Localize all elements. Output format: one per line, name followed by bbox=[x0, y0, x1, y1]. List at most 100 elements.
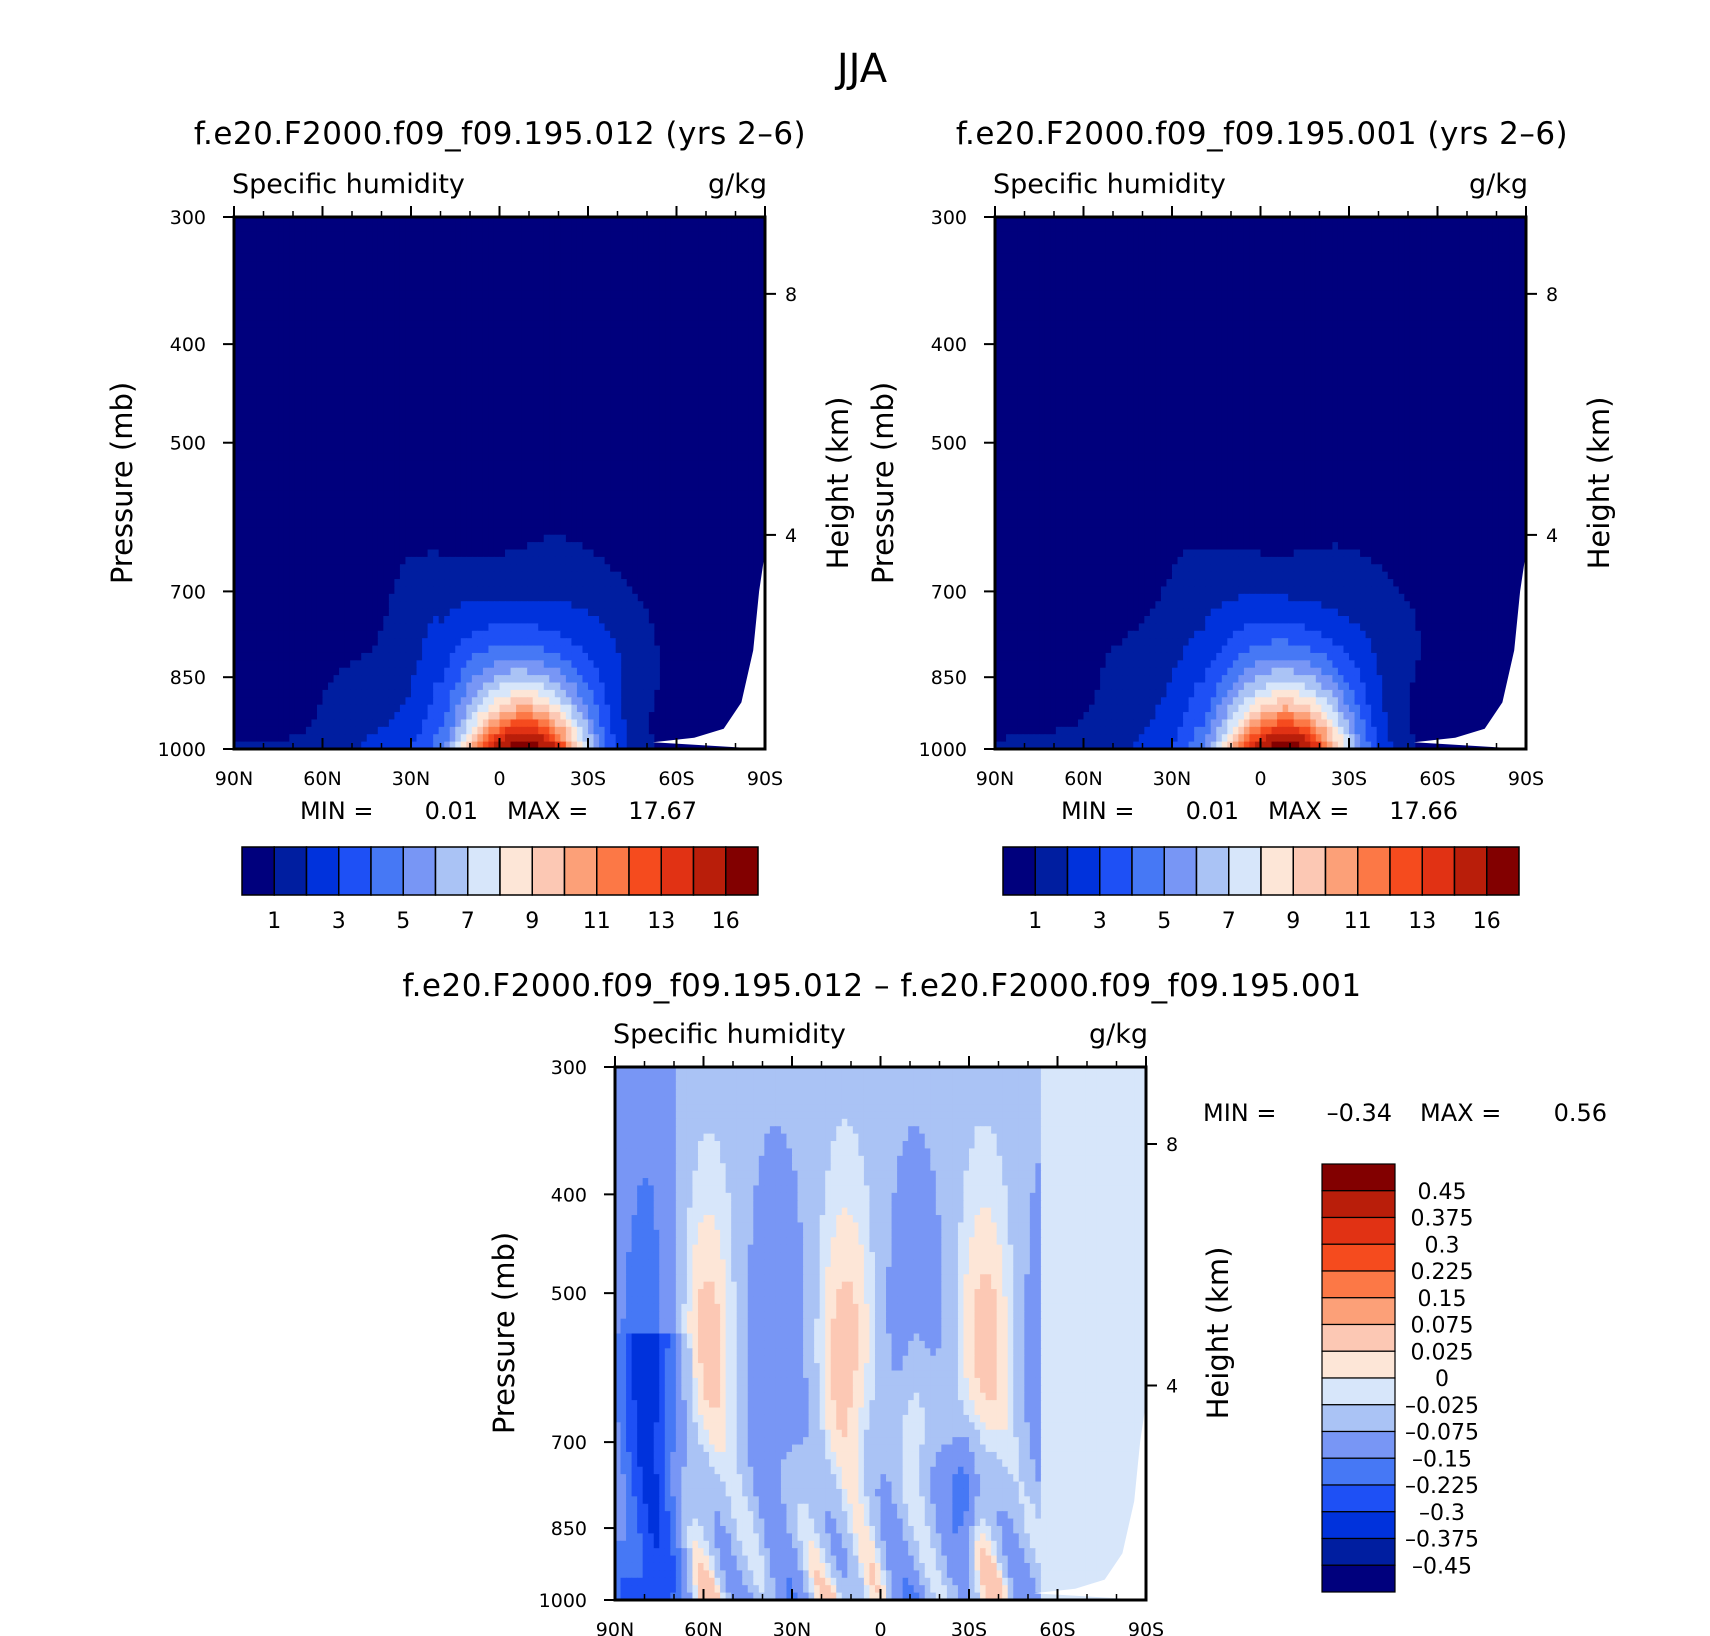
field-cell bbox=[394, 564, 401, 573]
field-cell bbox=[250, 534, 257, 543]
field-cell bbox=[488, 364, 495, 373]
field-cell bbox=[643, 468, 650, 477]
field-cell bbox=[234, 305, 241, 314]
field-cell bbox=[599, 409, 606, 418]
field-cell bbox=[305, 394, 313, 403]
field-cell bbox=[499, 468, 506, 477]
field-cell bbox=[355, 217, 362, 225]
field-cell bbox=[604, 564, 611, 573]
field-cell bbox=[366, 423, 373, 432]
field-cell bbox=[588, 364, 595, 373]
field-cell bbox=[294, 246, 301, 255]
field-cell bbox=[460, 423, 467, 432]
field-cell bbox=[576, 327, 584, 336]
field-cell bbox=[505, 549, 512, 558]
field-cell bbox=[676, 379, 683, 388]
field-cell bbox=[632, 313, 639, 322]
field-cell bbox=[261, 290, 268, 299]
field-cell bbox=[505, 593, 512, 602]
field-cell bbox=[366, 283, 373, 292]
field-cell bbox=[449, 364, 456, 373]
field-cell bbox=[234, 276, 241, 285]
field-cell bbox=[300, 564, 307, 573]
field-cell bbox=[676, 549, 683, 558]
field-cell bbox=[438, 409, 445, 418]
field-cell bbox=[272, 268, 279, 277]
field-cell bbox=[637, 586, 644, 595]
field-cell bbox=[350, 579, 357, 588]
field-cell bbox=[388, 527, 396, 536]
field-cell bbox=[278, 409, 285, 418]
field-cell bbox=[715, 394, 722, 403]
field-cell bbox=[239, 239, 246, 248]
field-cell bbox=[538, 246, 545, 255]
field-cell bbox=[731, 549, 738, 558]
field-cell bbox=[399, 246, 407, 255]
field-cell bbox=[499, 350, 506, 358]
field-cell bbox=[593, 253, 600, 262]
field-cell bbox=[416, 364, 423, 373]
field-cell bbox=[283, 290, 290, 299]
field-cell bbox=[383, 283, 390, 292]
field-cell bbox=[316, 431, 324, 440]
field-cell bbox=[554, 409, 561, 418]
field-cell bbox=[499, 268, 506, 277]
field-cell bbox=[582, 446, 589, 455]
field-cell bbox=[687, 512, 694, 521]
field-cell bbox=[576, 217, 584, 225]
field-cell bbox=[560, 217, 567, 225]
field-cell bbox=[737, 261, 744, 270]
field-cell bbox=[709, 357, 716, 366]
field-cell bbox=[543, 386, 550, 395]
field-cell bbox=[433, 298, 440, 307]
field-cell bbox=[333, 327, 340, 336]
field-cell bbox=[654, 534, 661, 543]
field-cell bbox=[477, 313, 484, 322]
field-cell bbox=[742, 276, 750, 285]
field-cell bbox=[753, 320, 761, 329]
field-cell bbox=[565, 335, 573, 344]
field-cell bbox=[278, 431, 285, 440]
field-cell bbox=[560, 246, 567, 255]
field-cell bbox=[560, 475, 567, 484]
field-cell bbox=[665, 401, 672, 410]
field-cell bbox=[261, 298, 268, 307]
field-cell bbox=[510, 217, 517, 225]
field-cell bbox=[593, 446, 600, 455]
field-cell bbox=[604, 290, 611, 299]
field-cell bbox=[234, 519, 241, 528]
field-cell bbox=[234, 549, 241, 558]
field-cell bbox=[350, 460, 357, 469]
field-cell bbox=[532, 268, 539, 277]
field-cell bbox=[444, 313, 451, 322]
field-cell bbox=[637, 446, 644, 455]
field-cell bbox=[510, 490, 517, 499]
field-cell bbox=[283, 327, 290, 336]
field-cell bbox=[527, 224, 534, 233]
field-cell bbox=[460, 379, 467, 388]
field-cell bbox=[720, 327, 727, 336]
field-cell bbox=[466, 357, 473, 366]
field-cell bbox=[433, 320, 440, 329]
field-cell bbox=[753, 261, 761, 270]
field-cell bbox=[532, 364, 539, 373]
field-cell bbox=[316, 379, 324, 388]
field-cell bbox=[593, 475, 600, 484]
field-cell bbox=[455, 416, 462, 425]
field-cell bbox=[698, 497, 705, 506]
field-cell bbox=[737, 253, 744, 262]
field-cell bbox=[720, 512, 727, 521]
field-cell bbox=[234, 313, 241, 322]
field-cell bbox=[482, 556, 490, 565]
field-cell bbox=[720, 416, 727, 425]
field-cell bbox=[516, 542, 523, 551]
field-cell bbox=[698, 320, 705, 329]
field-cell bbox=[377, 327, 384, 336]
field-cell bbox=[250, 446, 257, 455]
field-cell bbox=[466, 364, 473, 373]
field-cell bbox=[305, 468, 313, 477]
field-cell bbox=[505, 372, 512, 381]
field-cell bbox=[355, 579, 362, 588]
field-cell bbox=[538, 490, 545, 499]
field-cell bbox=[411, 460, 418, 469]
